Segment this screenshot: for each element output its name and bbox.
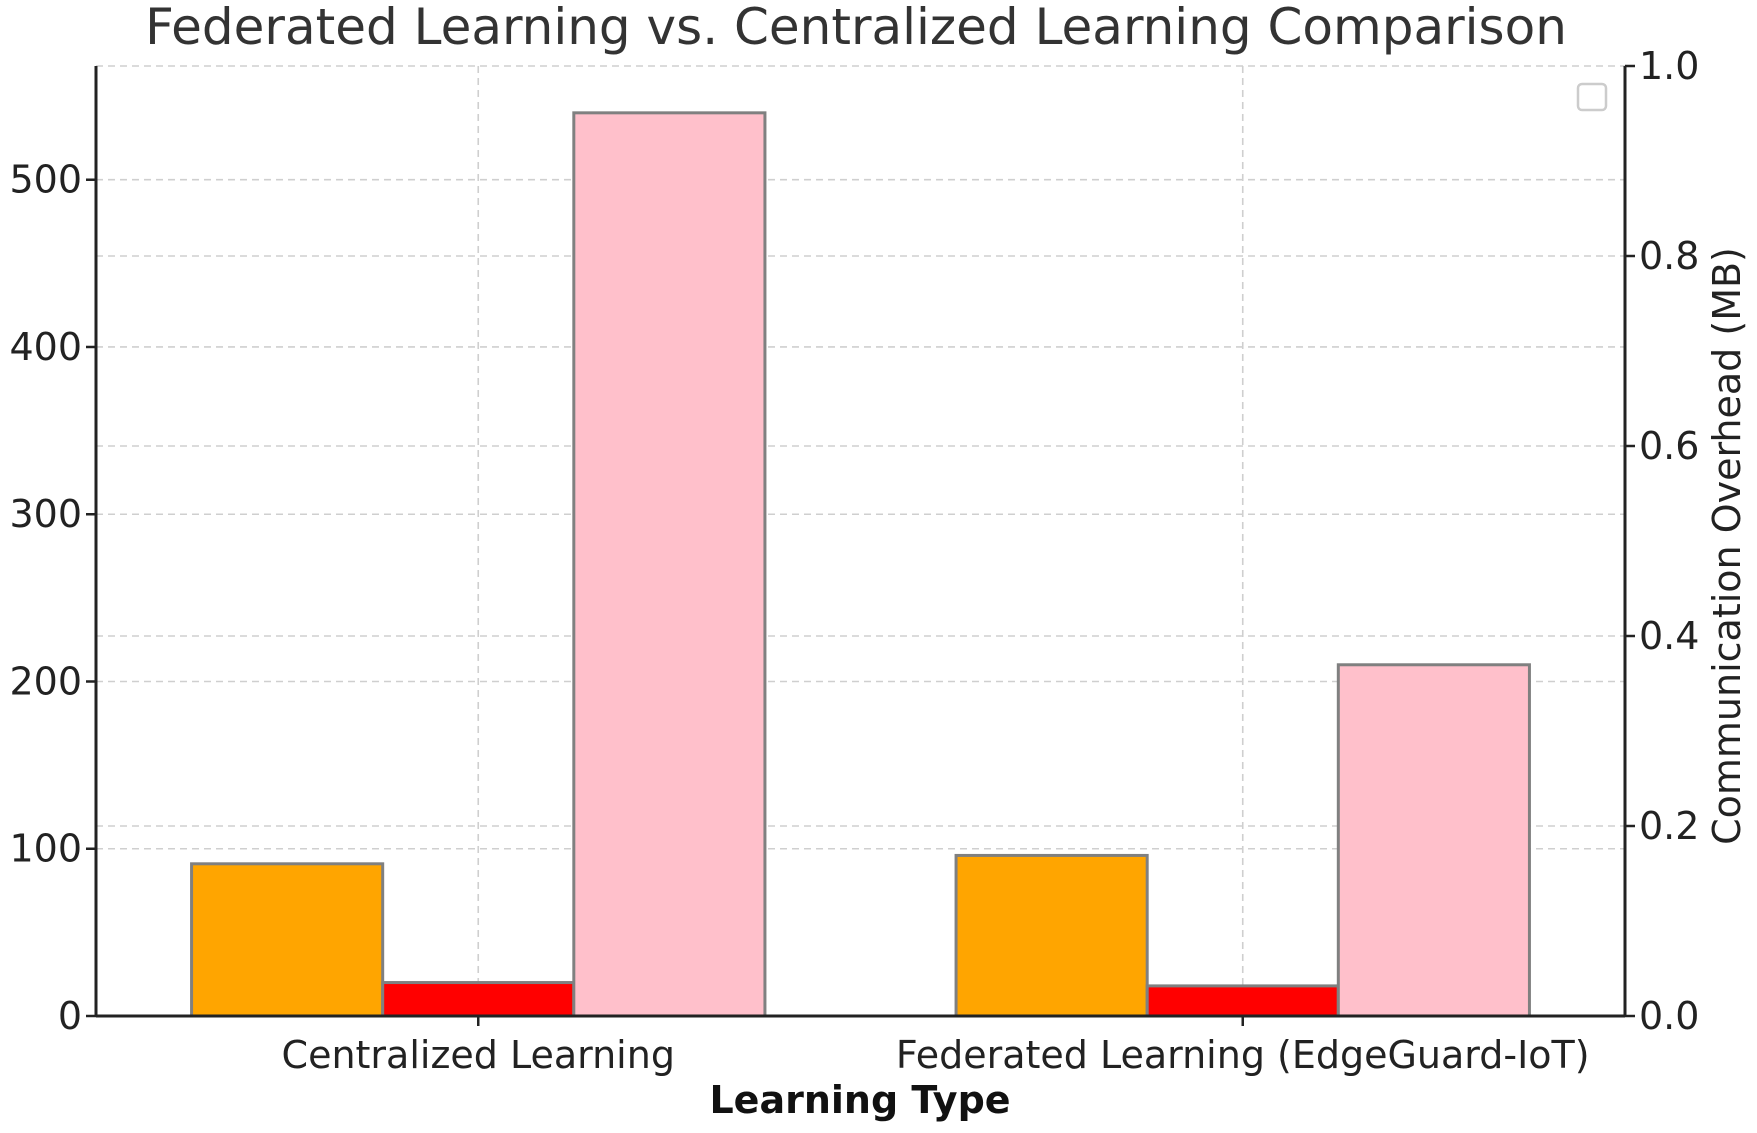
- right-y-tick-label: 0.8: [1639, 234, 1699, 278]
- y-tick-label: 500: [9, 158, 82, 202]
- x-tick-label: Federated Learning (EdgeGuard-IoT): [896, 1033, 1590, 1077]
- right-y-tick-label: 1.0: [1639, 44, 1699, 88]
- bar: [1145, 984, 1340, 1018]
- y-tick-label: 200: [9, 659, 82, 703]
- x-tick-label: Centralized Learning: [282, 1033, 675, 1077]
- bar: [190, 862, 385, 1018]
- bar: [381, 981, 576, 1018]
- y-tick-label: 300: [9, 492, 82, 536]
- y-tick-label: 100: [9, 827, 82, 871]
- right-y-tick-label: 0.0: [1639, 994, 1699, 1038]
- right-y-tick-label: 0.6: [1639, 424, 1699, 468]
- axes: 0 100 200 300 400 500 0.0 0.2 0.4 0.6 0.8 1.0 Centra…: [9, 44, 1699, 1077]
- bar: [572, 111, 767, 1018]
- y-tick-label: 400: [9, 325, 82, 369]
- right-y-tick-label: 0.2: [1639, 804, 1699, 848]
- bar: [1336, 663, 1531, 1018]
- bar: [954, 853, 1149, 1018]
- legend-box: [1576, 82, 1608, 112]
- bars: [190, 111, 1531, 1018]
- right-y-axis-label: Communication Overhead (MB): [1705, 247, 1749, 845]
- chart-title: Federated Learning vs. Centralized Learn…: [145, 0, 1567, 56]
- x-axis-label: Learning Type: [709, 1078, 1010, 1122]
- y-tick-label: 0: [58, 994, 82, 1038]
- right-y-tick-label: 0.4: [1639, 614, 1699, 658]
